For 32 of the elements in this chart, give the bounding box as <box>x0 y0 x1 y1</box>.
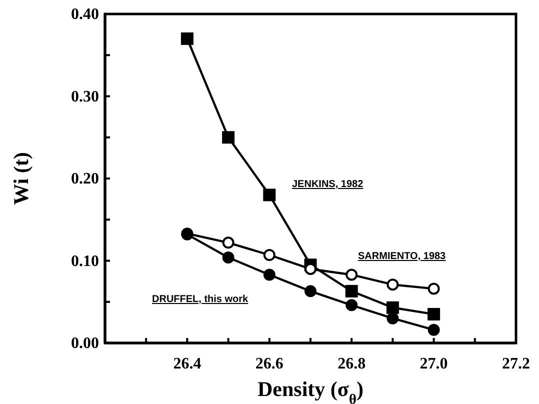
point <box>304 285 316 298</box>
x-tick-label: 27.0 <box>420 355 448 372</box>
y-tick-label: 0.00 <box>71 335 99 352</box>
point <box>346 299 358 312</box>
y-tick-label: 0.40 <box>71 6 99 24</box>
point <box>386 301 399 314</box>
point <box>180 32 194 45</box>
x-tick-label: 26.6 <box>255 355 284 372</box>
point <box>386 312 399 324</box>
point <box>263 248 276 261</box>
point <box>263 188 276 202</box>
point <box>263 268 276 281</box>
y-tick-label: 0.10 <box>71 252 99 270</box>
y-tick-label: 0.20 <box>71 170 99 188</box>
y-tick-label: 0.30 <box>71 88 99 106</box>
point <box>386 278 399 291</box>
x-tick-label: 26.8 <box>338 355 366 372</box>
point <box>345 284 358 298</box>
point <box>428 324 440 336</box>
x-axis-title: Density (σ$_{θ}$) <box>257 377 364 404</box>
point <box>222 251 234 264</box>
point <box>428 282 440 295</box>
x-tick-label: 26.4 <box>173 355 202 372</box>
y-axis-title: Wi (t) <box>9 152 33 205</box>
text: DRUFFEL, this work <box>152 294 249 305</box>
point <box>222 236 234 249</box>
point <box>428 308 440 320</box>
series-label: SARMIENTO, 1983 <box>358 251 446 262</box>
series-label: JENKINS, 1982 <box>292 179 364 190</box>
point <box>346 268 358 281</box>
point <box>222 131 235 144</box>
x-tick-label: 27.2 <box>502 355 530 372</box>
